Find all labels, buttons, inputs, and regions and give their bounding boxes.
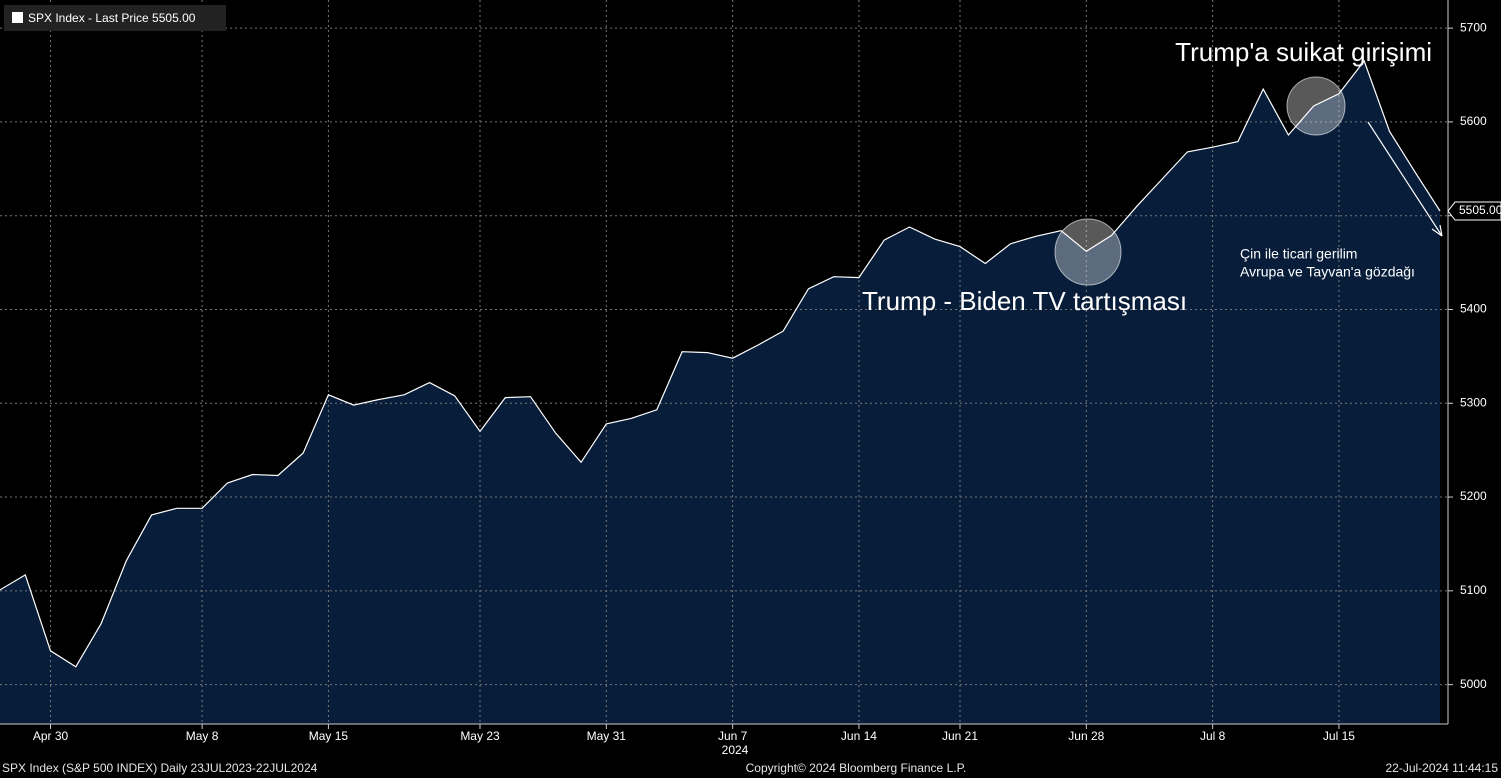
line xyxy=(0,59,1441,668)
x-tick-label: Apr 30 xyxy=(33,729,69,743)
x-tick-label: Jun 28 xyxy=(1068,729,1104,743)
x-tick-label: Jun 7 xyxy=(718,729,748,743)
y-tick-label: 5100 xyxy=(1460,583,1487,597)
annotation: Trump'a suikat girişimi xyxy=(1175,37,1432,67)
y-tick-label: 5000 xyxy=(1460,677,1487,691)
x-tick-label: May 15 xyxy=(309,729,349,743)
annotation: Trump - Biden TV tartışması xyxy=(862,286,1187,316)
x-tick-label: Jun 21 xyxy=(942,729,978,743)
footer-right: 22-Jul-2024 11:44:15 xyxy=(1385,761,1498,775)
x-tick-label: May 23 xyxy=(460,729,500,743)
highlight-circle xyxy=(1054,218,1122,286)
y-tick-label: 5300 xyxy=(1460,395,1487,409)
arrow-head xyxy=(1431,224,1443,237)
footer-left: SPX Index (S&P 500 INDEX) Daily 23JUL202… xyxy=(2,761,318,775)
x-tick-label: Jul 15 xyxy=(1323,729,1355,743)
last-price-label: 5505.00 xyxy=(1459,203,1501,217)
footer-center: Copyright© 2024 Bloomberg Finance L.P. xyxy=(746,761,967,775)
y-tick-label: 5200 xyxy=(1460,489,1487,503)
y-tick-label: 5400 xyxy=(1460,302,1487,316)
legend-box xyxy=(4,5,226,31)
x-tick-label: Jun 14 xyxy=(841,729,877,743)
area xyxy=(0,61,1440,724)
y-tick-label: 5700 xyxy=(1460,20,1487,34)
legend-label: SPX Index - Last Price 5505.00 xyxy=(28,11,196,25)
year-label: 2024 xyxy=(722,743,749,757)
annotation: Avrupa ve Tayvan'a gözdağı xyxy=(1240,264,1415,280)
last-price-marker xyxy=(1447,201,1501,221)
plot-area xyxy=(0,0,1448,724)
y-tick-label: 5600 xyxy=(1460,114,1487,128)
x-tick-label: May 8 xyxy=(186,729,219,743)
annotation: Çin ile ticari gerilim xyxy=(1240,246,1357,262)
highlight-circle xyxy=(1286,76,1346,136)
legend-swatch xyxy=(12,12,23,23)
arrow-line xyxy=(1367,121,1443,237)
x-tick-label: May 31 xyxy=(587,729,627,743)
x-tick-label: Jul 8 xyxy=(1200,729,1226,743)
